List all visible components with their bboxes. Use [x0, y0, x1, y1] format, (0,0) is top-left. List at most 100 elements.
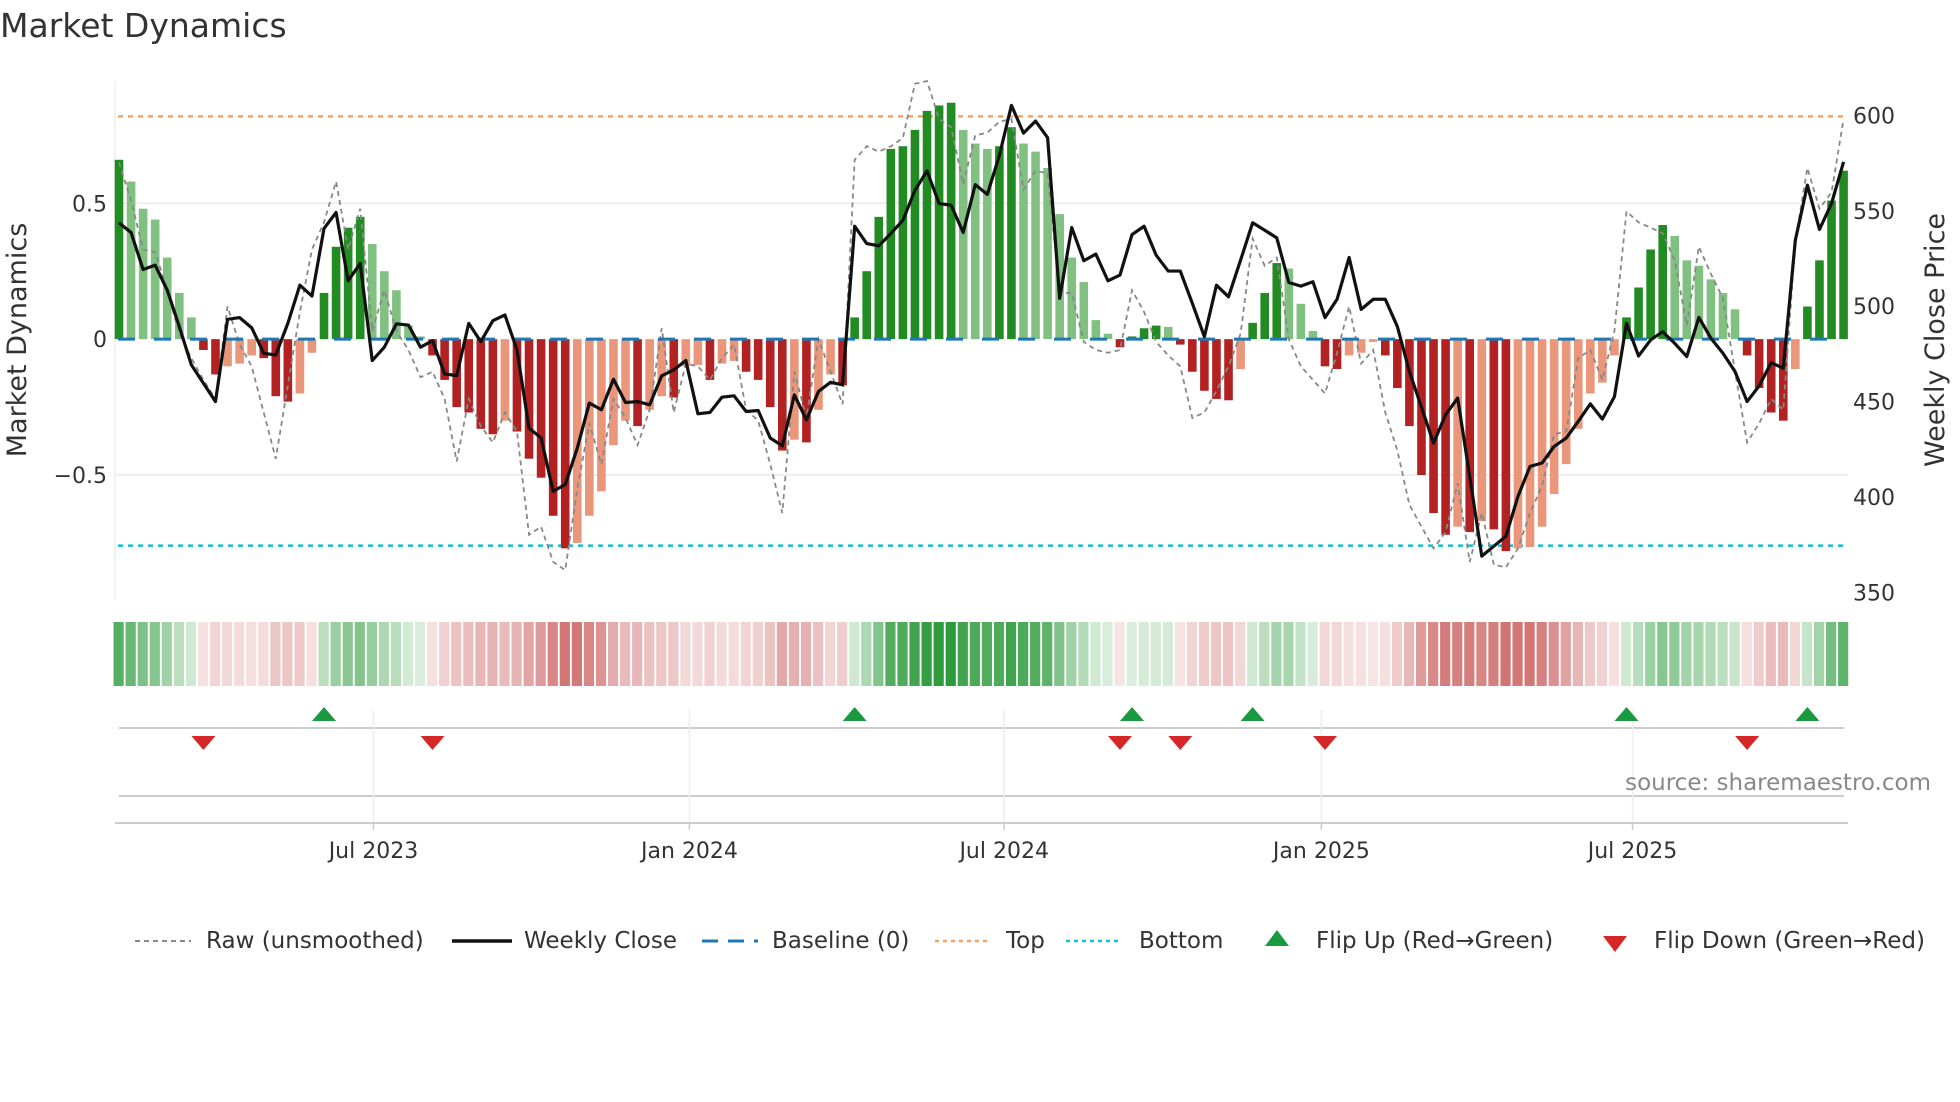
heat-strip-cell [1621, 622, 1632, 686]
dynamics-bar [1827, 200, 1836, 340]
heat-strip-cell [1729, 622, 1740, 686]
dynamics-bar [488, 339, 498, 435]
heat-strip-cell [909, 622, 920, 686]
dynamics-bar [1344, 339, 1354, 356]
heat-strip-cell [1283, 622, 1294, 686]
heat-strip-cell [1162, 622, 1173, 686]
heat-strip-cell [475, 622, 486, 686]
flip-down-marker [420, 736, 445, 750]
heat-strip-cell [1186, 622, 1198, 686]
dynamics-bar [162, 257, 172, 340]
heat-strip-cell [185, 622, 197, 686]
heat-strip-cell [620, 622, 631, 686]
dynamics-bar [572, 339, 582, 543]
heat-strip-cell [149, 622, 160, 686]
dynamics-bar [645, 339, 654, 410]
heat-strip-cell [716, 622, 727, 686]
heat-strip-cell [306, 622, 317, 686]
dynamics-bar [1791, 339, 1800, 370]
dynamics-bar [681, 339, 691, 367]
heat-strip-cell [957, 622, 968, 686]
heat-strip-cell [559, 622, 570, 686]
heat-strip-cell [969, 622, 980, 686]
dynamics-bar [1537, 339, 1547, 527]
heat-strip-cell [656, 622, 667, 686]
close-line-group [117, 103, 1846, 558]
y2-axis-label: Weekly Close Price [1920, 213, 1951, 467]
heat-strip-cell [1753, 622, 1764, 686]
heat-strip-cell [415, 622, 426, 686]
flip-up-marker [1120, 707, 1145, 721]
dynamics-bar [283, 339, 293, 402]
x-tick-label: Jan 2025 [1271, 839, 1370, 864]
heat-strip-cell [1018, 622, 1029, 686]
dynamics-bar [898, 146, 908, 340]
dynamics-bar [1200, 339, 1209, 391]
y-tick-label: 0 [93, 328, 107, 353]
heat-strip-cell [800, 622, 812, 686]
heat-strip-cell [644, 622, 655, 686]
heat-strip-cell [692, 622, 703, 686]
dynamics-bar [1694, 265, 1704, 340]
heat-strip-cell [607, 622, 619, 686]
heat-strip-cell [523, 622, 534, 686]
dynamics-bar [1163, 326, 1173, 340]
dynamics-bar [802, 339, 811, 443]
heat-strip-cell [812, 622, 824, 686]
heat-strip-cell [1174, 622, 1185, 686]
heat-strip-cell [161, 622, 172, 686]
heat-strip-cell [451, 622, 462, 686]
dynamics-bar [1646, 249, 1655, 340]
y2-tick-label: 450 [1853, 391, 1895, 416]
dynamics-bar [609, 339, 618, 446]
x-tick-label: Jan 2024 [639, 839, 738, 864]
chart-title: Market Dynamics [0, 6, 287, 45]
heat-strip-cell [1367, 622, 1378, 686]
flip-down-marker [1313, 736, 1337, 750]
heat-strip-cell [125, 622, 136, 686]
heat-strip-cell [885, 622, 896, 686]
y2-tick-label: 600 [1853, 104, 1895, 129]
heat-strip-cell [535, 622, 546, 686]
dynamics-bar [1742, 339, 1752, 356]
heat-strip-cell [752, 622, 763, 686]
dynamics-bar [693, 339, 703, 365]
dynamics-bar [1658, 225, 1667, 340]
dynamics-bar [235, 339, 244, 364]
heat-strip-cell [632, 622, 643, 686]
x-tick-label: Jul 2023 [327, 839, 419, 864]
heat-strip-cell [209, 622, 221, 686]
heat-strip-cell [294, 622, 305, 686]
dynamics-bar [934, 105, 944, 340]
heat-strip-cell [1608, 622, 1620, 686]
dynamics-bar [1356, 339, 1366, 353]
flip-down-marker [1735, 736, 1760, 750]
heat-strip-cell [1054, 622, 1065, 686]
dynamics-bar [741, 339, 751, 372]
dynamics-bar [1212, 339, 1221, 399]
flip-up-marker [1795, 707, 1820, 721]
dynamics-bar [1610, 339, 1619, 356]
dynamics-bar [1296, 303, 1306, 340]
heat-strip-cell [861, 622, 872, 686]
dynamics-bar [343, 227, 353, 340]
dynamics-bar [1670, 235, 1680, 340]
heat-strip-cell [1090, 622, 1101, 686]
heat-strip-cell [1355, 622, 1366, 686]
dynamics-bar [862, 271, 872, 340]
y-tick-label: 0.5 [72, 192, 107, 217]
heat-strip-cell [921, 622, 932, 686]
heat-strip-cell [113, 622, 124, 686]
heat-strip-cell [1030, 622, 1041, 686]
heat-strip-cell [837, 622, 848, 686]
y-axis-label: Market Dynamics [2, 223, 33, 458]
dynamics-bar [946, 102, 956, 340]
heat-strip-cell [330, 622, 341, 686]
heat-strip-cell [1536, 622, 1547, 686]
dynamics-bar [331, 246, 341, 340]
heat-strip-cell [1813, 622, 1825, 686]
heat-strip-cell [1657, 622, 1668, 686]
heat-strip-cell [246, 622, 257, 686]
heat-strip-cell [511, 622, 522, 686]
dynamics-bar [428, 339, 437, 356]
